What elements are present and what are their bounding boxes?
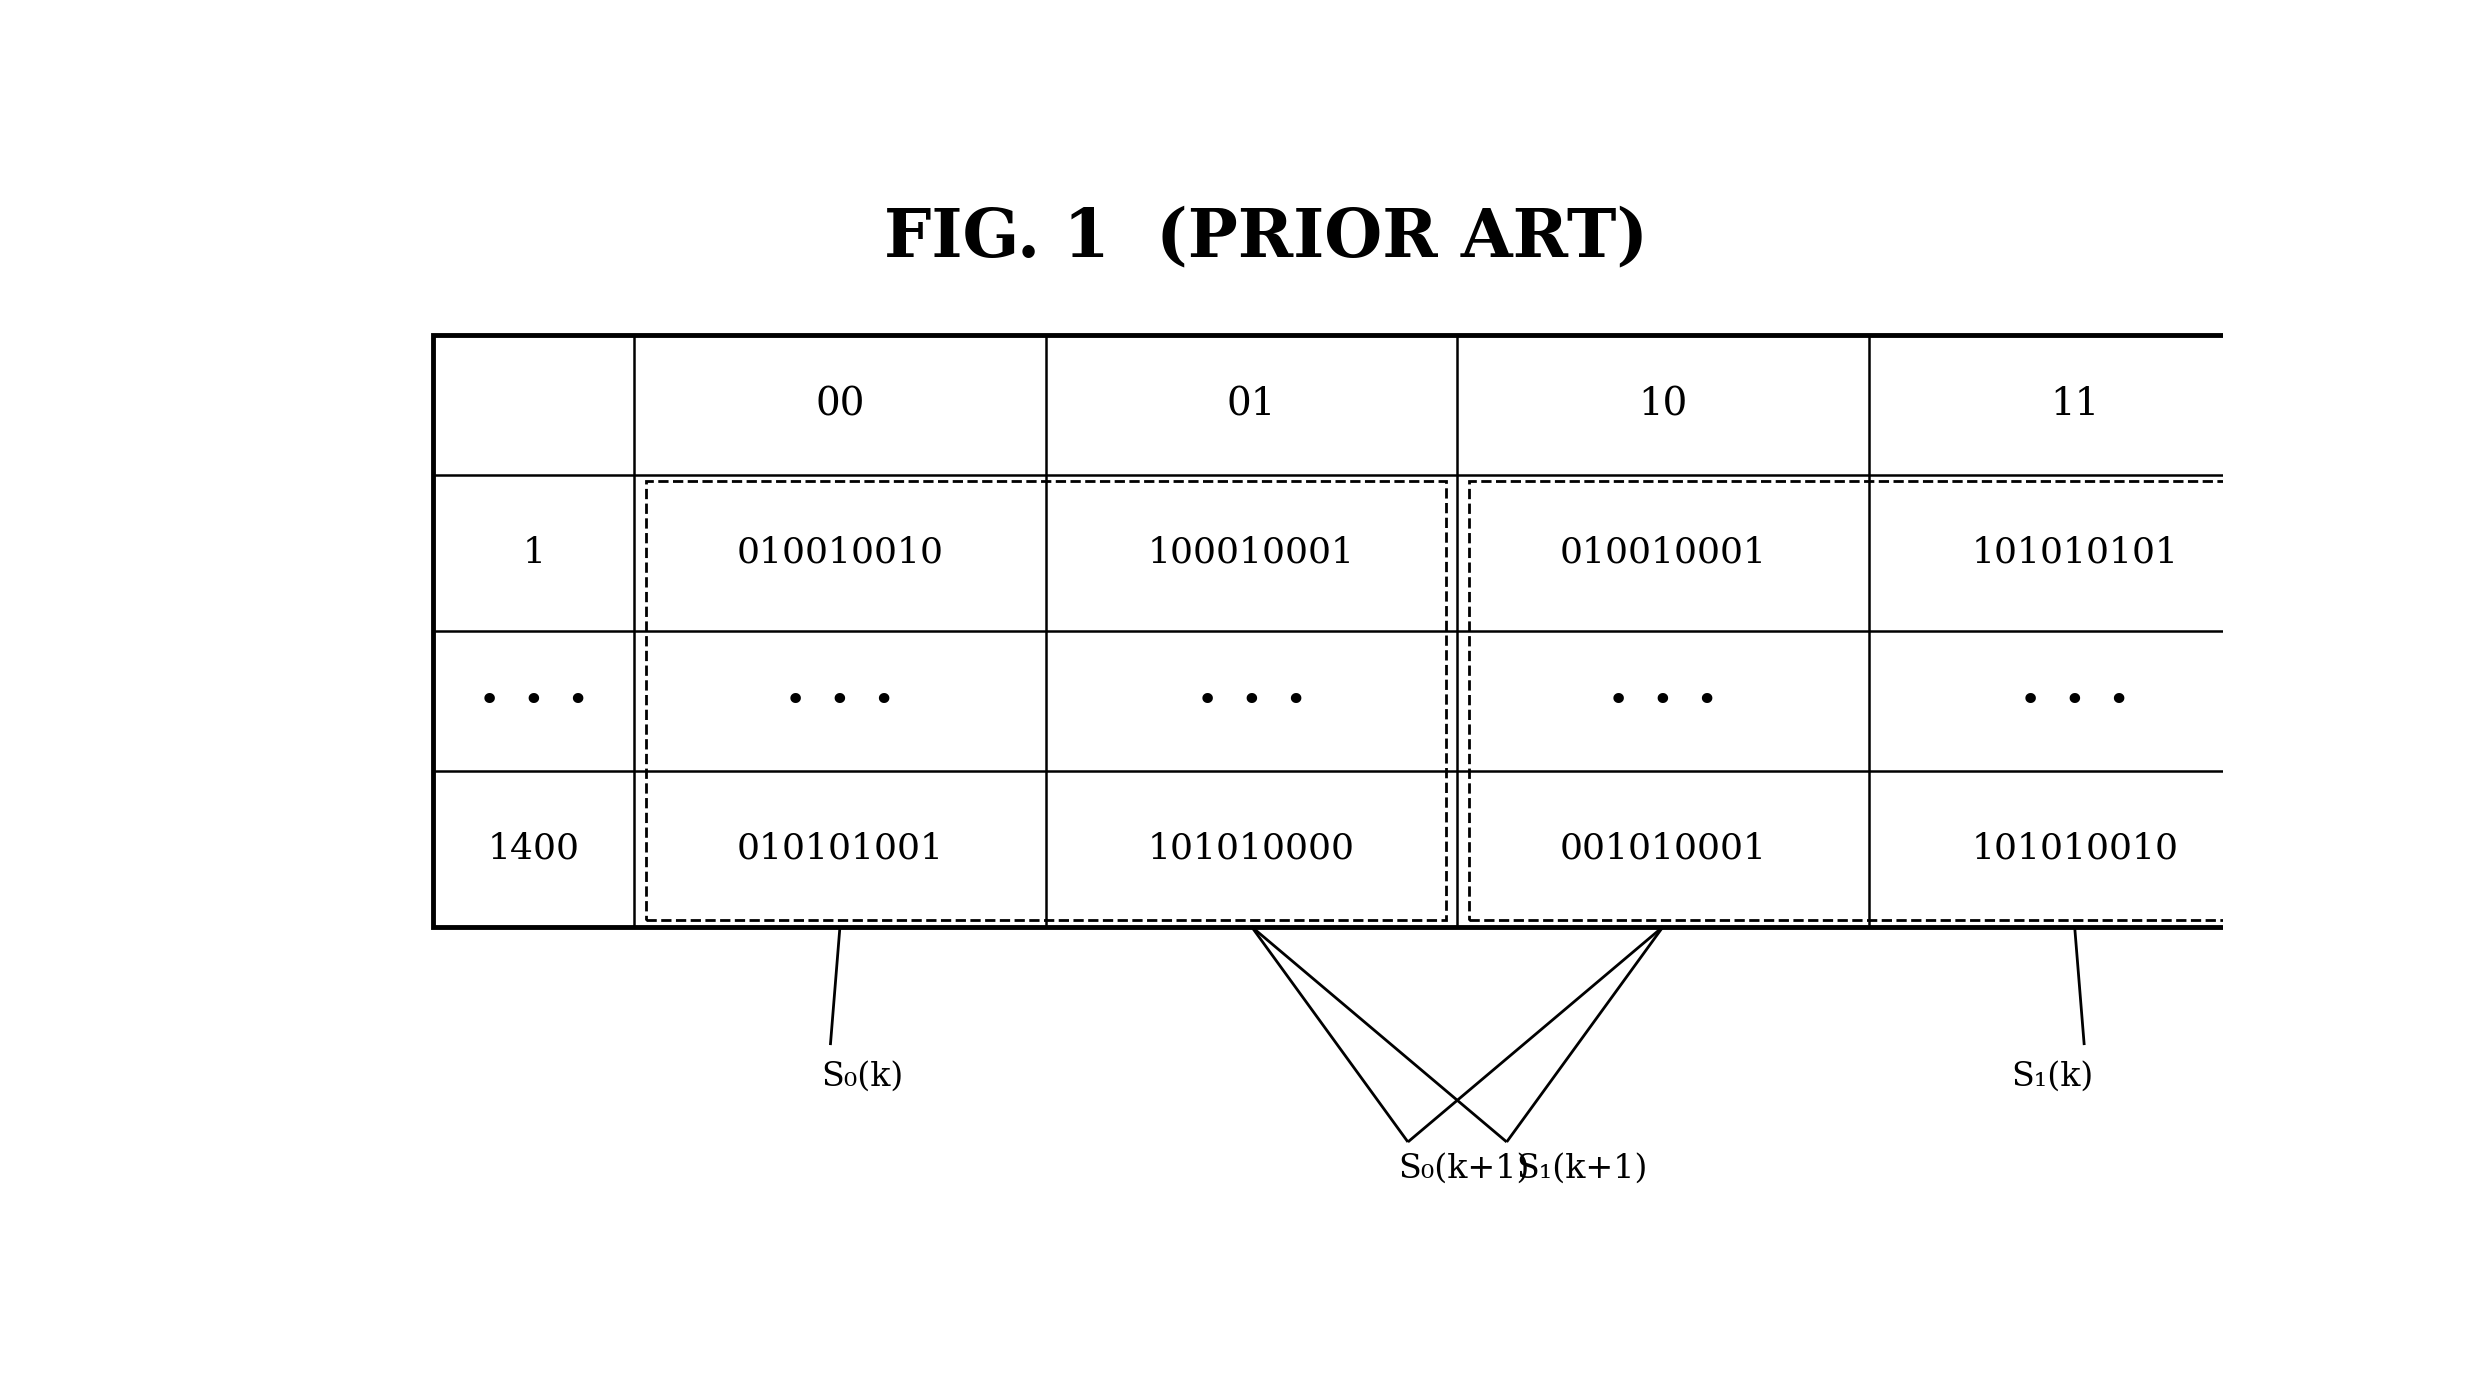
- Text: 10: 10: [1638, 386, 1687, 424]
- Text: 101010101: 101010101: [1971, 535, 2179, 569]
- Text: 00: 00: [815, 386, 864, 424]
- Text: 1400: 1400: [487, 832, 580, 865]
- Text: 001010001: 001010001: [1559, 832, 1766, 865]
- Text: 101010010: 101010010: [1971, 832, 2179, 865]
- Text: 010010001: 010010001: [1559, 535, 1766, 569]
- Text: 010010010: 010010010: [736, 535, 944, 569]
- Text: •  •  •: • • •: [2020, 684, 2129, 717]
- Text: 010101001: 010101001: [736, 832, 944, 865]
- Bar: [432, 334, 2280, 927]
- Text: •  •  •: • • •: [479, 684, 588, 717]
- Text: S₀(k): S₀(k): [820, 1061, 904, 1093]
- Text: S₁(k): S₁(k): [2011, 1061, 2095, 1093]
- Text: •  •  •: • • •: [1195, 684, 1307, 717]
- Text: 01: 01: [1228, 386, 1277, 424]
- Text: 11: 11: [2050, 386, 2100, 424]
- Text: •  •  •: • • •: [1608, 684, 1719, 717]
- Text: •  •  •: • • •: [785, 684, 894, 717]
- Text: S₁(k+1): S₁(k+1): [1517, 1153, 1647, 1184]
- Bar: [645, 481, 1445, 920]
- Text: FIG. 1  (PRIOR ART): FIG. 1 (PRIOR ART): [884, 206, 1647, 270]
- Text: 101010000: 101010000: [1149, 832, 1356, 865]
- Text: 1: 1: [521, 535, 546, 569]
- Bar: [1470, 481, 2270, 920]
- Text: S₀(k+1): S₀(k+1): [1398, 1153, 1529, 1184]
- Text: 100010001: 100010001: [1149, 535, 1356, 569]
